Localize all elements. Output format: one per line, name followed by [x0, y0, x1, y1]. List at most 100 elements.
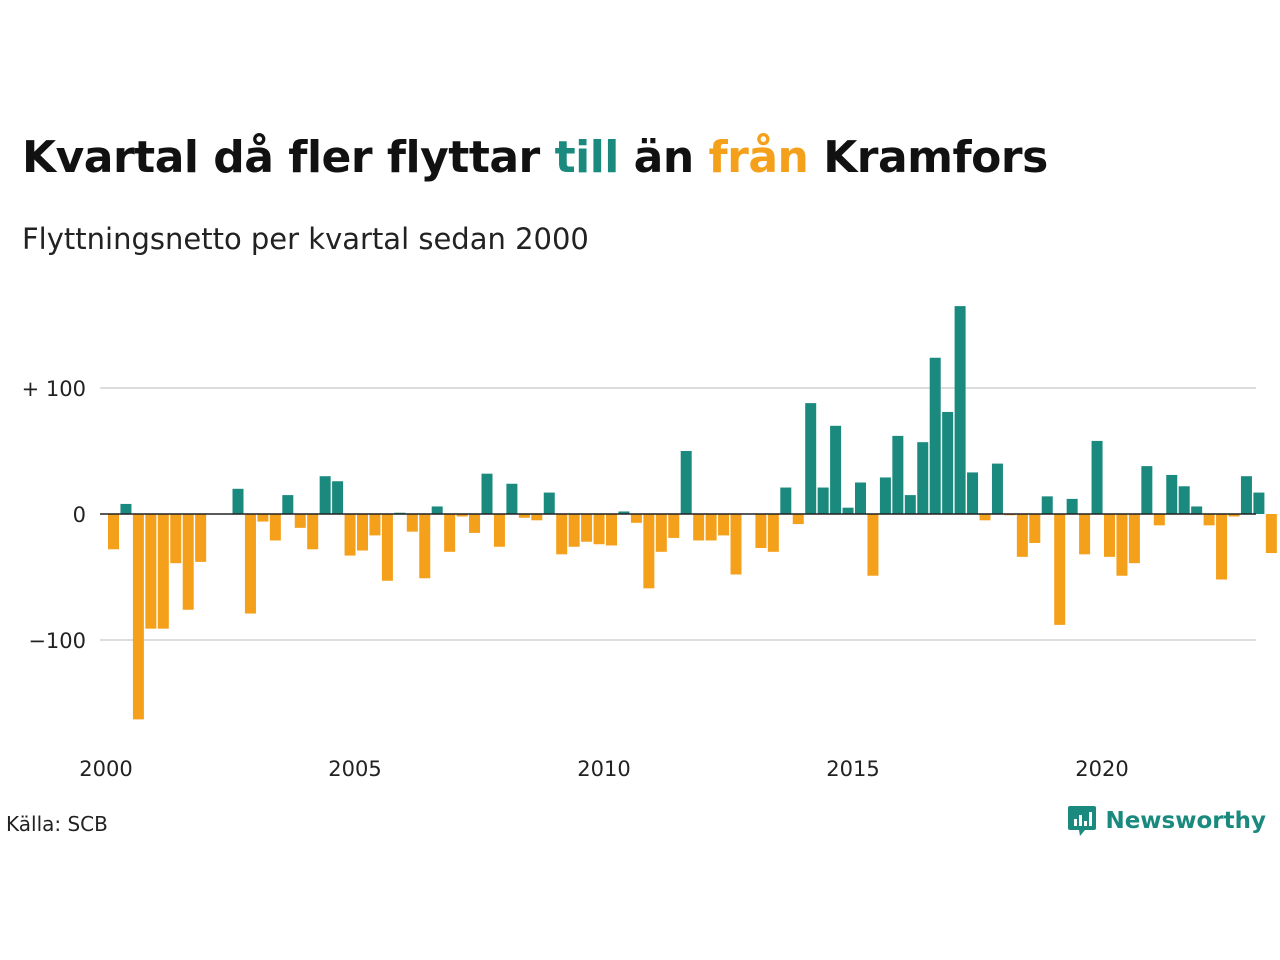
bar — [257, 514, 269, 522]
bar — [780, 487, 792, 514]
bar — [929, 357, 941, 514]
bar — [431, 506, 443, 514]
bar-chart: + 100 0 −100 2000 2005 2010 2015 2020 — [22, 306, 1277, 781]
bar — [493, 514, 505, 547]
bar — [606, 514, 617, 546]
bar — [668, 514, 680, 538]
bar — [518, 514, 530, 518]
chart-subtitle: Flyttningsnetto per kvartal sedan 2000 — [22, 222, 589, 256]
bar — [543, 492, 555, 514]
bar — [705, 514, 717, 541]
bar — [1216, 514, 1228, 580]
bars — [108, 306, 1277, 720]
grid-lines — [100, 387, 1256, 641]
bar — [892, 435, 904, 514]
bar — [406, 514, 418, 532]
bar — [1203, 514, 1215, 526]
bar — [232, 488, 244, 514]
title-part-1: Kvartal då fler flyttar — [22, 132, 555, 183]
bar — [282, 495, 294, 514]
bar — [1104, 514, 1115, 557]
bar — [182, 514, 194, 610]
x-tick-label: 2010 — [577, 757, 630, 781]
source-note: Källa: SCB — [6, 812, 108, 836]
bar — [618, 511, 630, 514]
bar — [917, 442, 929, 514]
bar — [1191, 506, 1203, 514]
bar — [967, 472, 979, 514]
bar — [568, 514, 580, 547]
bar — [444, 514, 456, 552]
title-part-2: än — [618, 132, 709, 183]
bar — [269, 514, 281, 541]
bar — [755, 514, 767, 549]
bar — [344, 514, 356, 556]
bar — [1091, 440, 1103, 514]
bar — [693, 514, 705, 541]
x-tick-label: 2020 — [1075, 757, 1128, 781]
bar — [855, 482, 866, 514]
newsworthy-logo-icon — [1068, 806, 1097, 836]
bar — [1228, 514, 1240, 517]
bar — [132, 514, 144, 720]
bar — [805, 403, 817, 514]
bar — [718, 514, 730, 536]
x-tick-label: 2015 — [826, 757, 879, 781]
bar — [195, 514, 207, 562]
title-part-3: Kramfors — [808, 132, 1048, 183]
bar — [630, 514, 642, 523]
chart-title: Kvartal då fler flyttar till än från Kra… — [22, 132, 1048, 183]
bar — [556, 514, 568, 555]
brand-logo[interactable]: Newsworthy — [1067, 804, 1266, 838]
bar — [170, 514, 182, 564]
bar — [792, 514, 804, 525]
y-axis-labels: + 100 0 −100 — [22, 377, 86, 653]
y-tick-label: −100 — [28, 629, 86, 653]
bar — [1079, 514, 1091, 555]
bar — [1041, 496, 1053, 514]
bar — [531, 514, 543, 521]
bar — [332, 481, 344, 514]
bar — [319, 476, 331, 514]
bar — [593, 514, 605, 545]
bar — [294, 514, 306, 528]
bar — [954, 306, 966, 514]
bar — [680, 451, 692, 514]
title-till: till — [554, 132, 620, 183]
bar — [145, 514, 157, 629]
y-tick-label: 0 — [73, 503, 86, 527]
bar — [357, 514, 368, 551]
bar — [1178, 486, 1190, 514]
bar — [867, 514, 879, 576]
bar — [1141, 466, 1153, 514]
x-axis-labels: 2000 2005 2010 2015 2020 — [79, 757, 1128, 781]
bar — [830, 425, 842, 514]
bar — [1066, 498, 1078, 514]
brand-name: Newsworthy — [1105, 808, 1266, 834]
bar — [1029, 514, 1041, 543]
bar — [419, 514, 431, 579]
bar — [979, 514, 991, 521]
x-tick-label: 2005 — [328, 757, 381, 781]
bar — [991, 463, 1003, 514]
bar — [655, 514, 667, 552]
y-tick-label: + 100 — [22, 377, 86, 401]
bar — [1153, 514, 1165, 526]
title-fran: från — [708, 132, 809, 183]
bar — [1116, 514, 1128, 576]
bar — [369, 514, 381, 536]
bar — [643, 514, 655, 589]
bar — [1253, 492, 1265, 514]
x-tick-label: 2000 — [79, 757, 132, 781]
bar — [1054, 514, 1066, 625]
bar — [1128, 514, 1140, 564]
bar — [481, 473, 493, 514]
bar — [506, 483, 518, 514]
bar — [879, 477, 891, 514]
bar — [469, 514, 481, 533]
bar — [581, 514, 593, 542]
bar — [1166, 474, 1178, 514]
bar — [842, 507, 854, 514]
bar — [730, 514, 742, 575]
bar — [767, 514, 779, 552]
